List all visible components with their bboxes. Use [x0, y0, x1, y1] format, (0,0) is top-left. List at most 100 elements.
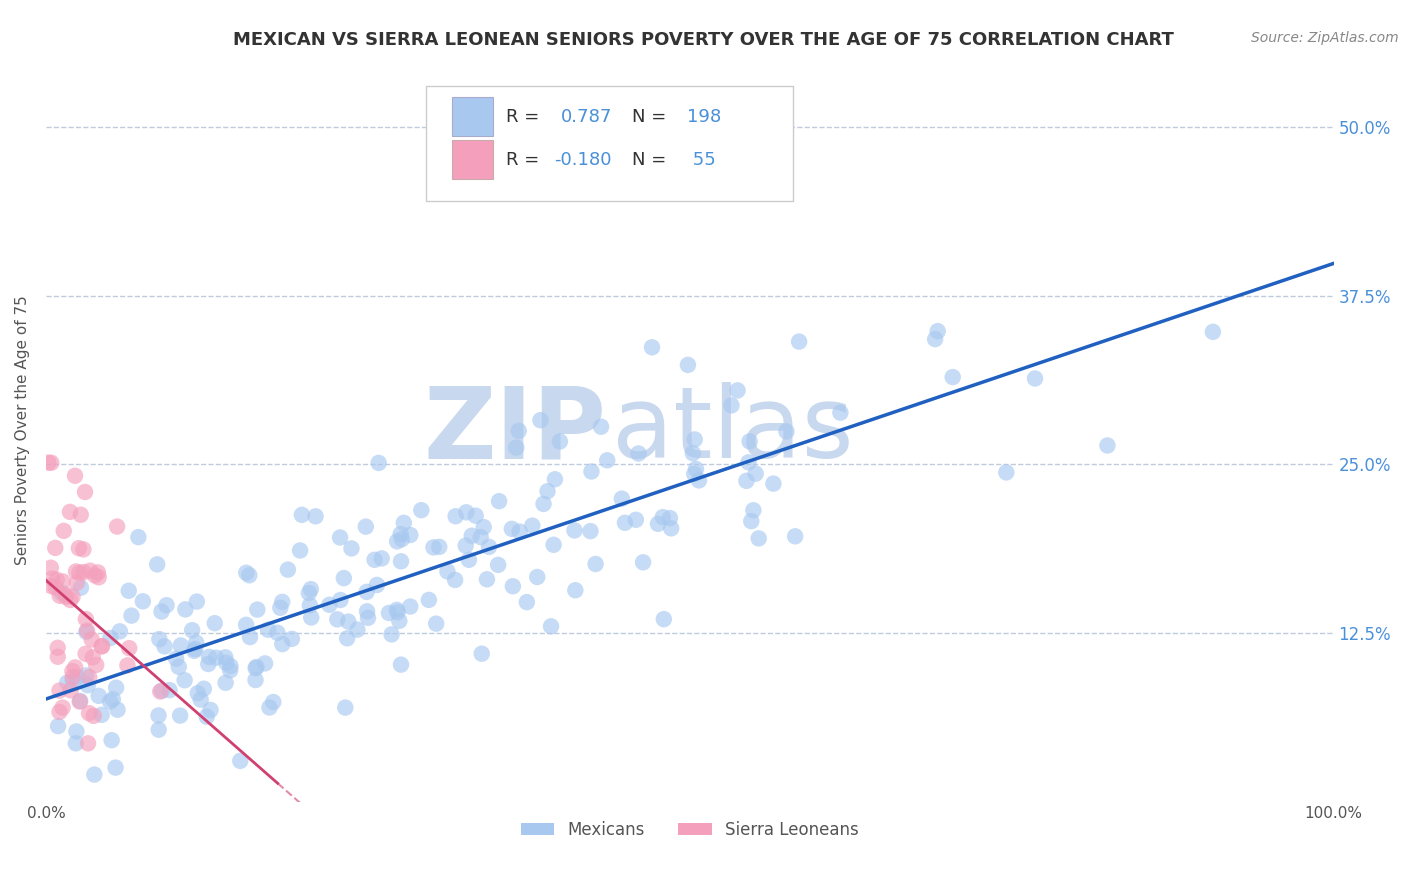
Point: [298, 599, 321, 613]
Point: [239, 630, 262, 644]
Point: [101, 692, 124, 706]
Point: [259, 700, 281, 714]
Point: [55, 590, 77, 604]
Point: [148, 723, 170, 737]
Point: [51, 585, 73, 599]
Point: [46, 719, 69, 733]
Point: [169, 708, 191, 723]
Point: [388, 614, 411, 628]
Point: [52, 524, 75, 538]
Point: [75, 647, 97, 661]
Point: [516, 595, 538, 609]
Point: [385, 534, 408, 549]
Point: [117, 658, 139, 673]
Point: [367, 456, 389, 470]
Point: [526, 570, 548, 584]
Point: [235, 566, 257, 580]
Point: [610, 491, 633, 506]
Point: [444, 573, 467, 587]
Point: [356, 585, 378, 599]
Text: MEXICAN VS SIERRA LEONEAN SENIORS POVERTY OVER THE AGE OF 75 CORRELATION CHART: MEXICAN VS SIERRA LEONEAN SENIORS POVERT…: [232, 31, 1174, 49]
Point: [942, 370, 965, 384]
Point: [744, 467, 766, 481]
Point: [333, 571, 356, 585]
Point: [269, 600, 291, 615]
Point: [59, 683, 82, 698]
Point: [471, 647, 494, 661]
Point: [100, 733, 122, 747]
Point: [683, 433, 706, 447]
Point: [281, 632, 304, 646]
Point: [738, 434, 761, 449]
Point: [148, 708, 170, 723]
Point: [505, 441, 527, 455]
Point: [67, 541, 90, 556]
Point: [540, 619, 562, 633]
Point: [69, 694, 91, 708]
Point: [461, 529, 484, 543]
Point: [927, 324, 949, 338]
Y-axis label: Seniors Poverty Over the Age of 75: Seniors Poverty Over the Age of 75: [15, 296, 30, 566]
Point: [65, 724, 87, 739]
Point: [627, 446, 650, 460]
Text: 55: 55: [688, 151, 716, 169]
Point: [186, 635, 208, 649]
Point: [198, 649, 221, 664]
Point: [214, 650, 236, 665]
Text: atlas: atlas: [613, 382, 853, 479]
Point: [924, 332, 946, 346]
Point: [69, 695, 91, 709]
Point: [170, 639, 193, 653]
Point: [65, 736, 87, 750]
Point: [46, 640, 69, 655]
Point: [529, 413, 551, 427]
Point: [66, 670, 89, 684]
Point: [118, 641, 141, 656]
Point: [63, 468, 86, 483]
Point: [84, 657, 107, 672]
Point: [271, 637, 294, 651]
Point: [214, 675, 236, 690]
Point: [67, 566, 90, 580]
Point: [193, 681, 215, 696]
Point: [79, 564, 101, 578]
Point: [190, 692, 212, 706]
Point: [436, 565, 458, 579]
Text: 0.787: 0.787: [561, 108, 613, 126]
Point: [105, 681, 128, 695]
Point: [238, 568, 260, 582]
Point: [682, 446, 704, 460]
Point: [69, 508, 91, 522]
Text: -0.180: -0.180: [554, 151, 612, 169]
Point: [215, 656, 238, 670]
Point: [775, 425, 797, 439]
Point: [1202, 325, 1225, 339]
Point: [52, 574, 75, 589]
Point: [83, 767, 105, 781]
Point: [246, 602, 269, 616]
Point: [720, 398, 742, 412]
Point: [98, 695, 121, 709]
Point: [659, 521, 682, 535]
Point: [304, 509, 326, 524]
Point: [336, 632, 359, 646]
Point: [354, 519, 377, 533]
Point: [340, 541, 363, 556]
FancyBboxPatch shape: [451, 97, 492, 136]
Point: [596, 453, 619, 467]
Point: [235, 617, 257, 632]
Point: [329, 531, 352, 545]
Point: [995, 466, 1018, 480]
Point: [155, 598, 177, 612]
Point: [48, 589, 70, 603]
Point: [245, 660, 267, 674]
Point: [581, 465, 603, 479]
Point: [389, 527, 412, 541]
Point: [254, 657, 277, 671]
Point: [66, 575, 89, 590]
Point: [647, 516, 669, 531]
Point: [688, 474, 710, 488]
Text: Source: ZipAtlas.com: Source: ZipAtlas.com: [1251, 31, 1399, 45]
Point: [153, 640, 176, 654]
Point: [318, 598, 340, 612]
